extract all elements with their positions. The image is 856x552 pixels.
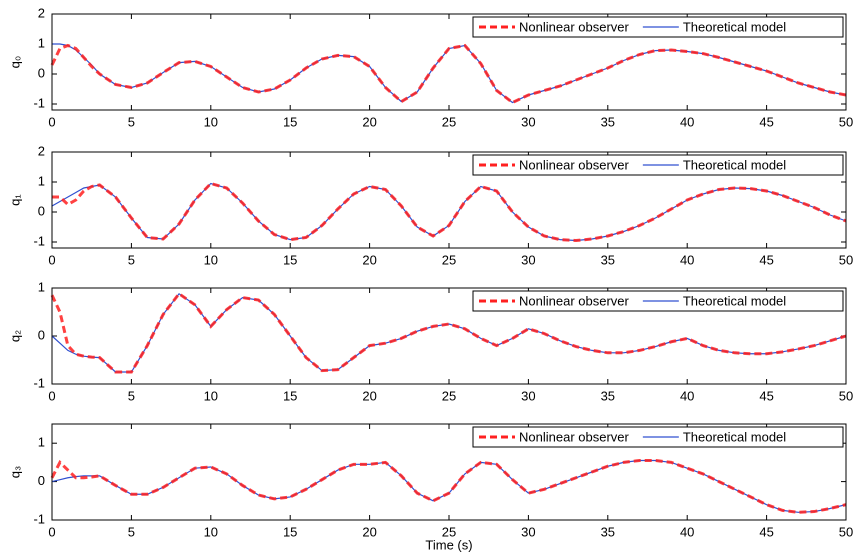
legend: Nonlinear observer Theoretical model (472, 426, 844, 448)
data-line (50, 43, 847, 105)
y-axis-label: q₂ (7, 330, 22, 342)
y-tick-label: 1 (38, 279, 45, 294)
x-tick-label: 15 (283, 388, 297, 403)
x-tick-label: 35 (601, 388, 615, 403)
x-tick-label: 30 (521, 114, 535, 129)
axes-frame (51, 13, 847, 111)
x-tick-label: 25 (442, 252, 456, 267)
x-tick-label: 30 (521, 252, 535, 267)
x-tick-label: 40 (680, 524, 694, 539)
data-line (50, 458, 847, 514)
x-axis-label: Time (s) (425, 537, 472, 552)
x-tick-label: 20 (362, 388, 376, 403)
x-tick-label: 0 (48, 388, 55, 403)
x-tick-label: 0 (48, 524, 55, 539)
legend-label: Theoretical model (683, 19, 786, 34)
x-tick-label: 40 (680, 252, 694, 267)
y-tick-label: 1 (38, 435, 45, 450)
data-line (52, 181, 847, 243)
x-tick-label: 15 (283, 114, 297, 129)
x-tick-label: 30 (521, 388, 535, 403)
y-tick-label: -1 (33, 95, 45, 110)
axes-frame (51, 287, 847, 385)
x-tick-label: 15 (283, 252, 297, 267)
y-axis-label: q₀ (7, 56, 22, 69)
y-tick-label: 2 (38, 143, 45, 158)
x-tick-label: 45 (759, 114, 773, 129)
x-tick-label: 10 (204, 114, 218, 129)
y-tick-label: 1 (38, 35, 45, 50)
legend-label: Theoretical model (683, 157, 786, 172)
y-axis-label: q₃ (7, 466, 22, 479)
legend-label: Nonlinear observer (519, 157, 630, 172)
x-tick-label: 25 (442, 388, 456, 403)
x-tick-label: 20 (362, 252, 376, 267)
legend: Nonlinear observer Theoretical model (472, 154, 844, 176)
x-tick-label: 40 (680, 114, 694, 129)
x-tick-label: 50 (839, 524, 853, 539)
x-tick-label: 50 (839, 252, 853, 267)
x-tick-label: 5 (128, 114, 135, 129)
legend: Nonlinear observer Theoretical model (472, 16, 844, 38)
y-axis-label: q₁ (7, 194, 22, 206)
data-line (50, 291, 847, 374)
x-tick-label: 10 (204, 252, 218, 267)
x-tick-label: 20 (362, 524, 376, 539)
x-tick-label: 25 (442, 524, 456, 539)
x-tick-label: 50 (839, 388, 853, 403)
legend-label: Theoretical model (683, 293, 786, 308)
x-tick-label: 10 (204, 388, 218, 403)
x-tick-label: 0 (48, 114, 55, 129)
x-tick-label: 40 (680, 388, 694, 403)
y-tick-label: -1 (33, 233, 45, 248)
y-tick-label: -1 (33, 375, 45, 390)
x-tick-label: 45 (759, 388, 773, 403)
x-tick-label: 10 (204, 524, 218, 539)
y-tick-label: 0 (38, 327, 45, 342)
legend-label: Nonlinear observer (519, 429, 630, 444)
legend-label: Theoretical model (683, 429, 786, 444)
axes-frame (51, 423, 847, 521)
x-tick-label: 35 (601, 524, 615, 539)
x-tick-label: 45 (759, 524, 773, 539)
legend-label: Nonlinear observer (519, 293, 630, 308)
x-tick-label: 35 (601, 252, 615, 267)
y-tick-label: 0 (38, 473, 45, 488)
x-tick-label: 0 (48, 252, 55, 267)
x-tick-label: 35 (601, 114, 615, 129)
x-tick-label: 25 (442, 114, 456, 129)
x-tick-label: 5 (128, 252, 135, 267)
y-tick-label: 0 (38, 65, 45, 80)
x-tick-label: 5 (128, 524, 135, 539)
y-tick-label: 1 (38, 173, 45, 188)
x-tick-label: 45 (759, 252, 773, 267)
y-tick-label: 2 (38, 5, 45, 20)
x-tick-label: 50 (839, 114, 853, 129)
y-tick-label: -1 (33, 511, 45, 526)
legend: Nonlinear observer Theoretical model (472, 290, 844, 312)
axes-frame (51, 151, 847, 249)
x-tick-label: 30 (521, 524, 535, 539)
x-tick-label: 20 (362, 114, 376, 129)
x-tick-label: 15 (283, 524, 297, 539)
y-tick-label: 0 (38, 203, 45, 218)
x-tick-label: 5 (128, 388, 135, 403)
legend-label: Nonlinear observer (519, 19, 630, 34)
